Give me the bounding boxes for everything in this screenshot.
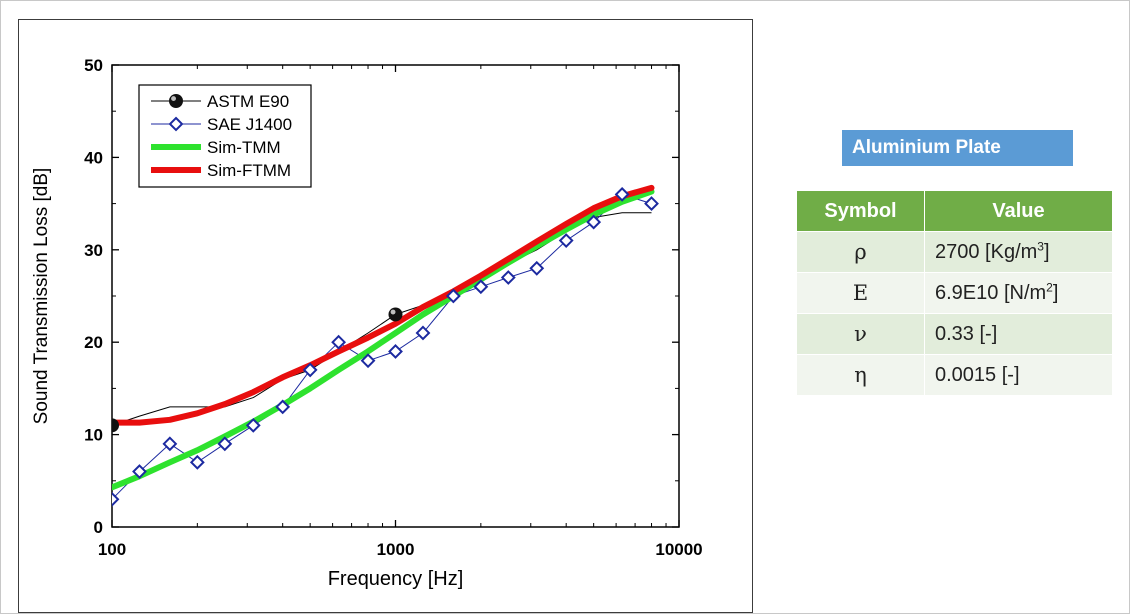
y-tick-label: 20: [84, 333, 103, 352]
sim-ftmm-series: [112, 184, 655, 426]
y-tick-label: 10: [84, 426, 103, 445]
sae-j1400-marker: [388, 344, 403, 359]
value-suffix: ]: [1052, 281, 1059, 304]
sae-j1400-marker: [189, 454, 205, 470]
symbol-cell: E: [796, 272, 925, 314]
value-text: 0.0015 [-]: [935, 363, 1020, 386]
astm-e90-series: [112, 212, 652, 426]
sae-j1400-marker: [217, 436, 233, 452]
value-exponent: 2: [1046, 279, 1053, 294]
sae-j1400-marker: [473, 279, 489, 295]
value-cell: 0.33 [-]: [924, 313, 1113, 355]
astm-e90-marker-body: [112, 418, 119, 433]
x-tick-label: 1000: [377, 540, 415, 559]
sae-j1400-marker: [168, 116, 184, 132]
sae-j1400-marker: [275, 399, 291, 415]
properties-table: Symbol Value ρ 2700 [Kg/m3] E 6.9E10 [N/…: [796, 190, 1113, 396]
header-value: Value: [924, 190, 1113, 232]
sae-j1400-marker: [245, 417, 261, 433]
legend-label: ASTM E90: [207, 92, 289, 111]
symbol-cell: ν: [796, 313, 925, 355]
sim-ftmm-line: [112, 184, 655, 426]
sae-j1400-marker: [302, 362, 318, 378]
value-cell: 2700 [Kg/m3]: [924, 231, 1113, 273]
y-tick-label: 50: [84, 56, 103, 75]
legend-astm-marker-body: [169, 94, 183, 108]
legend-label: Sim-FTMM: [207, 161, 291, 180]
y-tick-label: 0: [94, 518, 103, 537]
sae-j1400-line: [112, 193, 652, 500]
table-row: E 6.9E10 [N/m2]: [796, 272, 1113, 314]
sae-j1400-marker: [331, 334, 347, 350]
sae-j1400-marker: [360, 353, 376, 369]
sae-j1400-series: [112, 193, 652, 500]
sim-tmm-line: [112, 188, 655, 491]
astm-e90-marker-body: [388, 307, 403, 322]
legend-astm-marker-highlight: [171, 96, 176, 102]
astm-e90-marker-highlight: [390, 309, 396, 315]
y-tick-label: 40: [84, 148, 103, 167]
value-text: 0.33 [-]: [935, 322, 998, 345]
x-axis-title: Frequency [Hz]: [328, 568, 464, 590]
y-axis-title: Sound Transmission Loss [dB]: [31, 168, 52, 425]
sae-j1400-marker: [162, 436, 178, 452]
chart-panel: 0 10 20 30 40 50 100 1000 10000 Frequency [Hz] Sou…: [18, 19, 753, 613]
value-suffix: ]: [1043, 240, 1050, 263]
value-exponent: 3: [1037, 238, 1044, 253]
sae-j1400-marker: [415, 325, 431, 341]
astm-e90-marker: [388, 307, 403, 322]
table-row: ν 0.33 [-]: [796, 313, 1113, 355]
sae-j1400-marker: [644, 196, 659, 212]
table-row: ρ 2700 [Kg/m3]: [796, 231, 1113, 273]
legend-label: SAE J1400: [207, 115, 292, 134]
astm-e90-marker: [112, 418, 119, 433]
symbol-cell: ρ: [796, 231, 925, 273]
sae-j1400-marker: [500, 270, 516, 285]
value-cell: 0.0015 [-]: [924, 354, 1113, 396]
sae-j1400-marker: [112, 491, 120, 507]
sae-j1400-marker: [586, 214, 602, 230]
astm-e90-line: [112, 212, 652, 426]
table-header-row: Symbol Value: [796, 190, 1113, 232]
chart-svg: 0 10 20 30 40 50 100 1000 10000 Frequency [Hz] Sou…: [31, 56, 703, 590]
sae-j1400-marker: [529, 260, 545, 276]
value-text: 2700 [Kg/m: [935, 240, 1038, 263]
header-symbol: Symbol: [796, 190, 925, 232]
sae-j1400-marker: [614, 186, 630, 202]
x-tick-label: 100: [98, 540, 126, 559]
legend-label: Sim-TMM: [207, 138, 281, 157]
value-cell: 6.9E10 [N/m2]: [924, 272, 1113, 314]
value-text: 6.9E10 [N/m: [935, 281, 1047, 304]
table-row: η 0.0015 [-]: [796, 354, 1113, 396]
legend-astm-marker: [169, 94, 183, 108]
table-title: Aluminium Plate: [842, 130, 1073, 166]
sae-j1400-marker: [132, 464, 147, 479]
y-tick-label: 30: [84, 241, 103, 260]
x-tick-label: 10000: [655, 540, 702, 559]
markers-layer: [112, 186, 659, 507]
sae-j1400-marker: [445, 288, 461, 304]
sae-j1400-marker: [558, 233, 574, 248]
sim-tmm-series: [112, 188, 655, 491]
symbol-cell: η: [796, 354, 925, 396]
